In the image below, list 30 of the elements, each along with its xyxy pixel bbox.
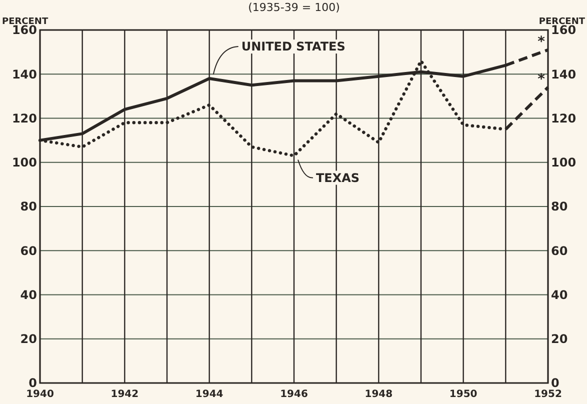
- y-tick-label: 120: [12, 111, 37, 126]
- y2-tick-label: 100: [551, 156, 576, 170]
- y2-tick-label: 0: [551, 376, 560, 390]
- chart-subtitle: (1935-39 = 100): [248, 1, 340, 14]
- y-tick-label: 60: [20, 244, 37, 258]
- y-tick-label: 160: [12, 23, 37, 38]
- y2-tick-label: 80: [551, 200, 568, 214]
- y2-tick-label: 140: [551, 67, 576, 82]
- x-tick-label: 1942: [110, 389, 139, 400]
- y-tick-label: 80: [20, 200, 37, 214]
- x-tick-label: 1952: [534, 389, 562, 400]
- annotation: *: [538, 34, 546, 50]
- y-tick-label: 0: [28, 376, 37, 390]
- y2-tick-label: 60: [551, 244, 568, 258]
- y2-tick-label: 160: [551, 23, 576, 38]
- text: UNITED STATES: [241, 40, 346, 54]
- y-tick-label: 140: [12, 67, 37, 82]
- y2-tick-label: 120: [551, 111, 576, 126]
- x-tick-label: 1944: [195, 389, 224, 400]
- text: TEXAS: [316, 170, 360, 185]
- y-tick-label: 20: [20, 332, 37, 346]
- y2-tick-label: 20: [551, 332, 568, 346]
- annotation: *: [538, 71, 546, 88]
- y-tick-label: 100: [12, 156, 37, 170]
- x-tick-label: 1946: [280, 389, 308, 400]
- x-tick-label: 1940: [26, 389, 54, 400]
- x-tick-label: 1948: [364, 389, 393, 400]
- x-tick-label: 1950: [449, 389, 478, 400]
- y-tick-label: 40: [20, 288, 37, 302]
- y2-tick-label: 40: [551, 288, 568, 302]
